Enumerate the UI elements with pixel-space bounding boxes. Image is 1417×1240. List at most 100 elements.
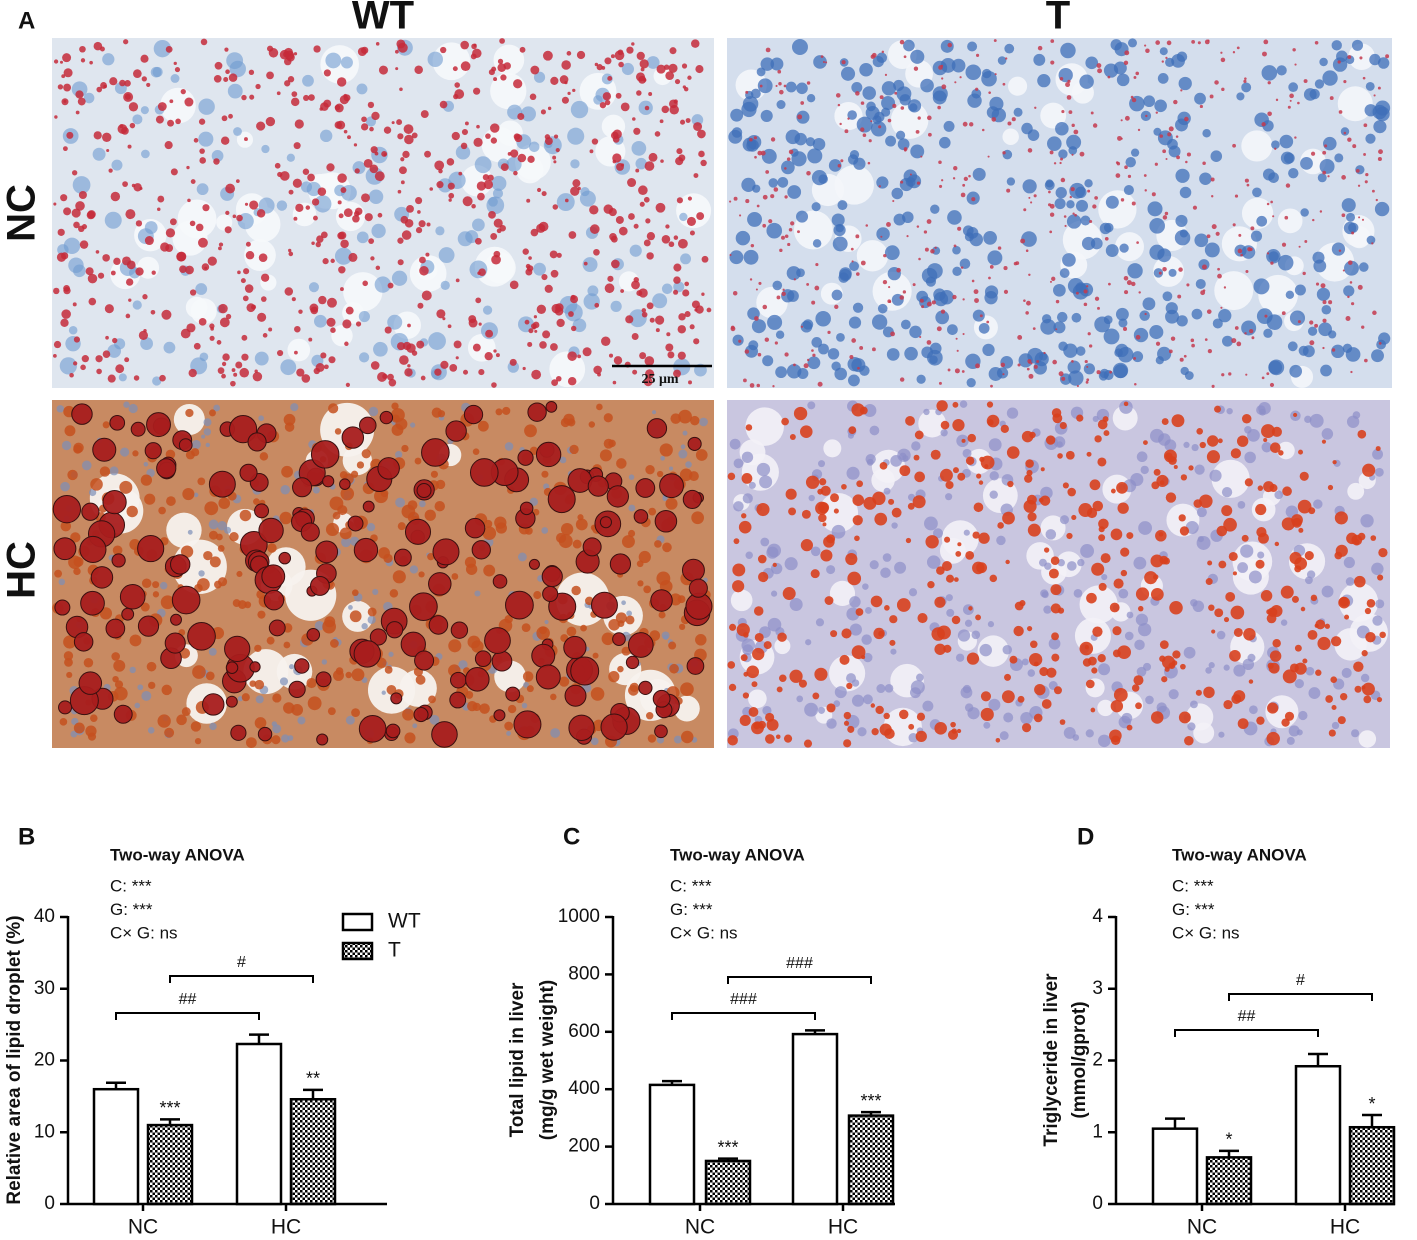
stain bbox=[768, 178, 778, 188]
stain bbox=[407, 364, 411, 368]
stain bbox=[738, 520, 752, 534]
stain bbox=[1030, 640, 1038, 649]
stain bbox=[589, 205, 599, 215]
stain bbox=[1050, 603, 1061, 614]
stain bbox=[752, 647, 765, 661]
stain bbox=[1351, 231, 1355, 235]
stain bbox=[409, 592, 438, 622]
stain bbox=[505, 590, 534, 620]
stain bbox=[610, 300, 622, 312]
stain bbox=[1347, 482, 1365, 500]
stain bbox=[474, 650, 492, 668]
stain bbox=[650, 589, 673, 612]
stain bbox=[135, 267, 144, 276]
stain bbox=[254, 679, 265, 690]
stain bbox=[665, 343, 674, 352]
stain bbox=[897, 138, 910, 151]
comparison-bracket bbox=[169, 975, 314, 983]
stain bbox=[1011, 117, 1016, 122]
stain bbox=[63, 237, 81, 255]
stain bbox=[150, 309, 156, 315]
stain bbox=[465, 667, 490, 692]
stain bbox=[85, 267, 94, 276]
stain bbox=[404, 518, 432, 545]
stain bbox=[431, 407, 442, 418]
stain bbox=[374, 151, 379, 156]
stain bbox=[111, 553, 126, 568]
stain bbox=[390, 692, 403, 705]
stain bbox=[1378, 547, 1388, 558]
stain bbox=[1058, 149, 1068, 159]
stain bbox=[900, 319, 911, 330]
stain bbox=[1133, 556, 1147, 570]
stain bbox=[820, 549, 833, 562]
stain bbox=[736, 623, 750, 637]
stain bbox=[638, 680, 653, 695]
stain bbox=[330, 639, 339, 648]
stain bbox=[1297, 101, 1300, 105]
stain bbox=[309, 575, 330, 596]
stain bbox=[72, 176, 91, 194]
stain bbox=[559, 456, 567, 464]
stain bbox=[811, 337, 823, 348]
stain bbox=[815, 618, 825, 627]
stain bbox=[1211, 224, 1217, 230]
stain bbox=[1167, 132, 1172, 137]
stain bbox=[315, 241, 321, 248]
stain bbox=[1275, 98, 1279, 102]
stain bbox=[959, 76, 962, 79]
stain bbox=[1365, 81, 1375, 91]
stain bbox=[1062, 253, 1076, 267]
stain bbox=[1308, 687, 1321, 699]
stain bbox=[1270, 442, 1281, 453]
stain bbox=[522, 671, 534, 682]
stain bbox=[688, 578, 708, 598]
stain bbox=[341, 426, 365, 449]
stain bbox=[981, 70, 997, 87]
stain bbox=[775, 734, 781, 740]
stain bbox=[1363, 695, 1372, 704]
stain bbox=[1089, 220, 1093, 224]
stain bbox=[1085, 56, 1099, 70]
stain bbox=[1334, 511, 1348, 525]
stain bbox=[728, 683, 737, 692]
stain bbox=[862, 133, 867, 137]
stain bbox=[762, 355, 774, 367]
stain bbox=[1344, 260, 1359, 276]
stain bbox=[483, 179, 494, 190]
stain bbox=[306, 677, 317, 689]
stain bbox=[847, 432, 854, 439]
stain bbox=[411, 350, 418, 356]
stain bbox=[760, 109, 773, 122]
stain bbox=[568, 231, 577, 239]
stain bbox=[631, 280, 640, 290]
stain bbox=[1131, 281, 1136, 287]
stain bbox=[1365, 631, 1376, 643]
stain bbox=[123, 39, 129, 45]
stain bbox=[744, 349, 750, 354]
stain bbox=[1087, 332, 1091, 336]
stain bbox=[495, 408, 503, 416]
stain bbox=[464, 517, 486, 539]
stain bbox=[880, 235, 883, 238]
stain bbox=[989, 574, 998, 583]
stain bbox=[1223, 616, 1230, 623]
stain bbox=[1136, 451, 1148, 463]
stain bbox=[1126, 280, 1132, 286]
stain bbox=[1101, 573, 1108, 581]
stain bbox=[491, 382, 497, 388]
stain bbox=[1294, 284, 1306, 296]
stain bbox=[1223, 517, 1237, 532]
stain bbox=[879, 723, 892, 736]
stain bbox=[522, 366, 526, 371]
stain bbox=[1120, 547, 1130, 557]
stain bbox=[404, 134, 414, 145]
stain bbox=[1002, 151, 1006, 155]
stain bbox=[472, 448, 480, 456]
stain bbox=[256, 209, 266, 218]
stain bbox=[579, 190, 596, 207]
stain bbox=[1228, 551, 1238, 561]
stain bbox=[88, 488, 97, 497]
stain bbox=[547, 485, 576, 514]
stain bbox=[367, 101, 375, 109]
